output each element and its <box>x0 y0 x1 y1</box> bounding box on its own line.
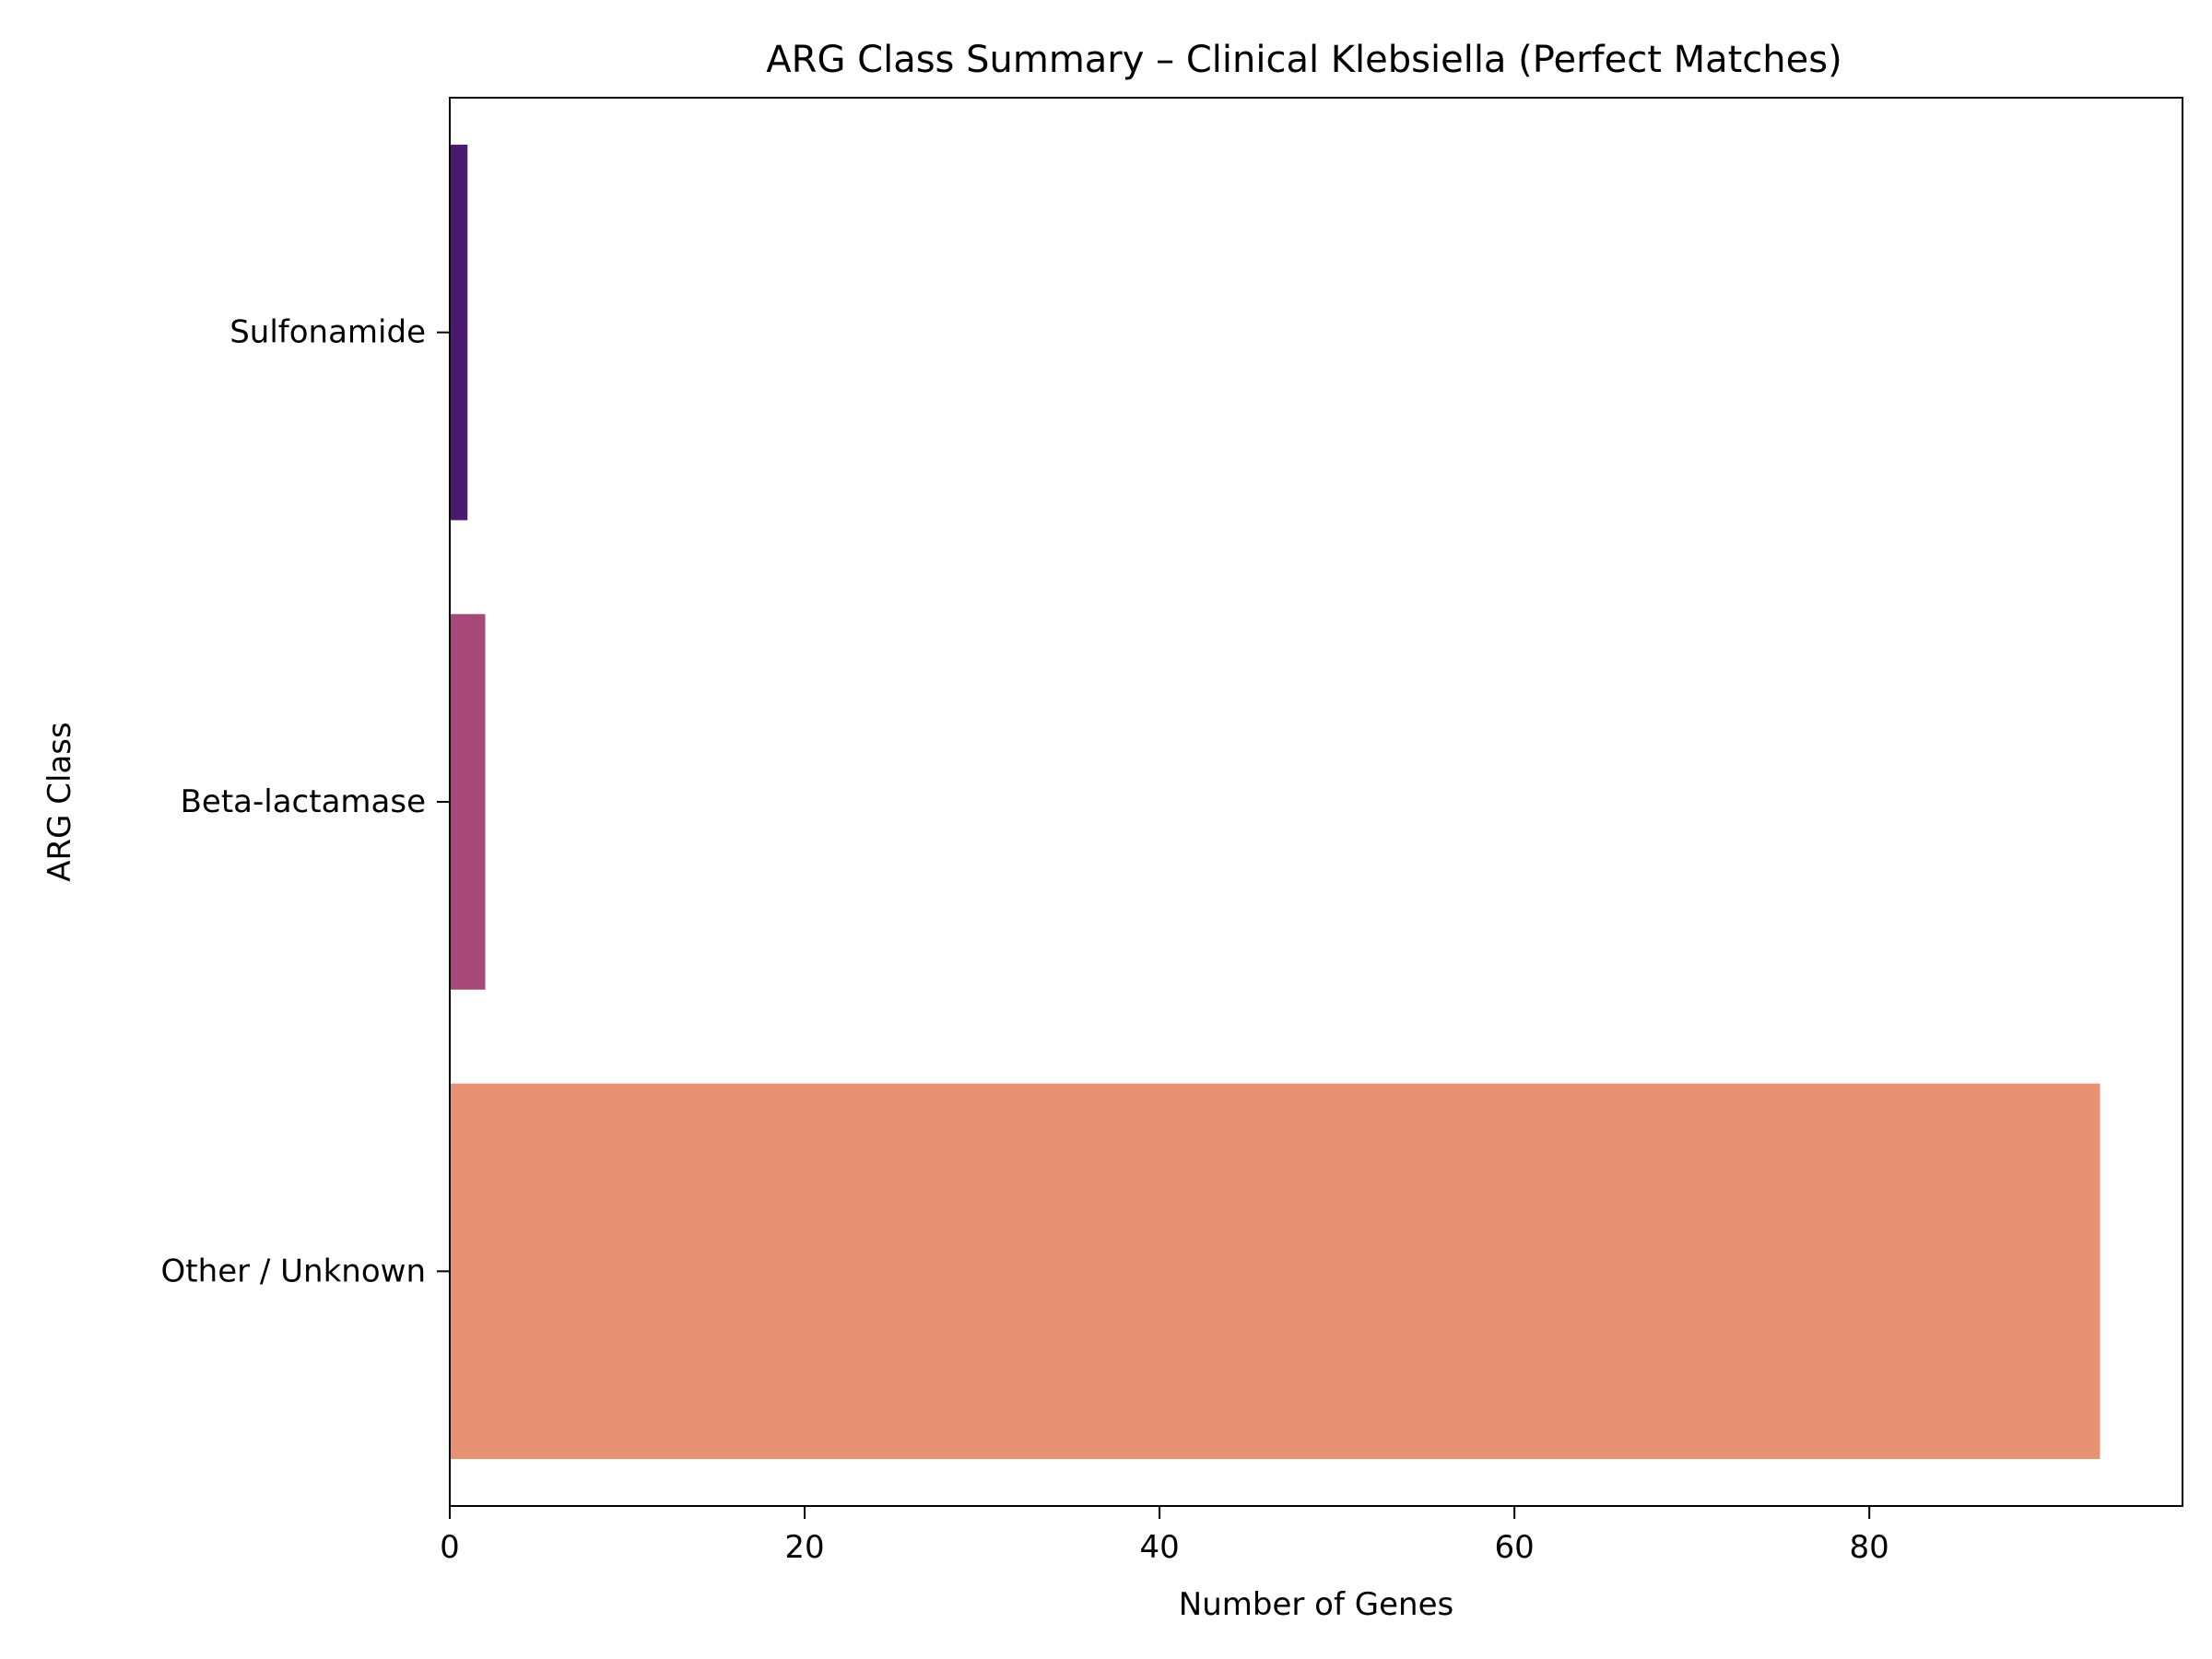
x-axis-ticks: 0 20 40 60 80 <box>440 1506 1889 1566</box>
y-tick-label-beta-lactamase: Beta-lactamase <box>181 783 426 820</box>
bar-beta-lactamase <box>450 614 486 990</box>
x-tick-label-20: 20 <box>784 1529 824 1566</box>
x-tick-label-80: 80 <box>1850 1529 1889 1566</box>
x-tick-label-0: 0 <box>440 1529 460 1566</box>
y-axis-label: ARG Class <box>41 722 78 882</box>
chart-title: ARG Class Summary – Clinical Klebsiella … <box>766 39 1841 81</box>
x-tick-label-60: 60 <box>1495 1529 1535 1566</box>
plot-frame <box>449 97 2183 1507</box>
bar-other-unknown <box>450 1083 2100 1460</box>
x-tick-label-40: 40 <box>1139 1529 1179 1566</box>
y-axis-ticks: Sulfonamide Beta-lactamase Other / Unknown <box>161 314 450 1289</box>
x-axis-label: Number of Genes <box>1179 1586 1453 1623</box>
bar-sulfonamide <box>450 144 468 521</box>
bars-group <box>450 144 2100 1460</box>
y-tick-label-other-unknown: Other / Unknown <box>161 1253 426 1289</box>
y-tick-label-sulfonamide: Sulfonamide <box>229 314 426 351</box>
